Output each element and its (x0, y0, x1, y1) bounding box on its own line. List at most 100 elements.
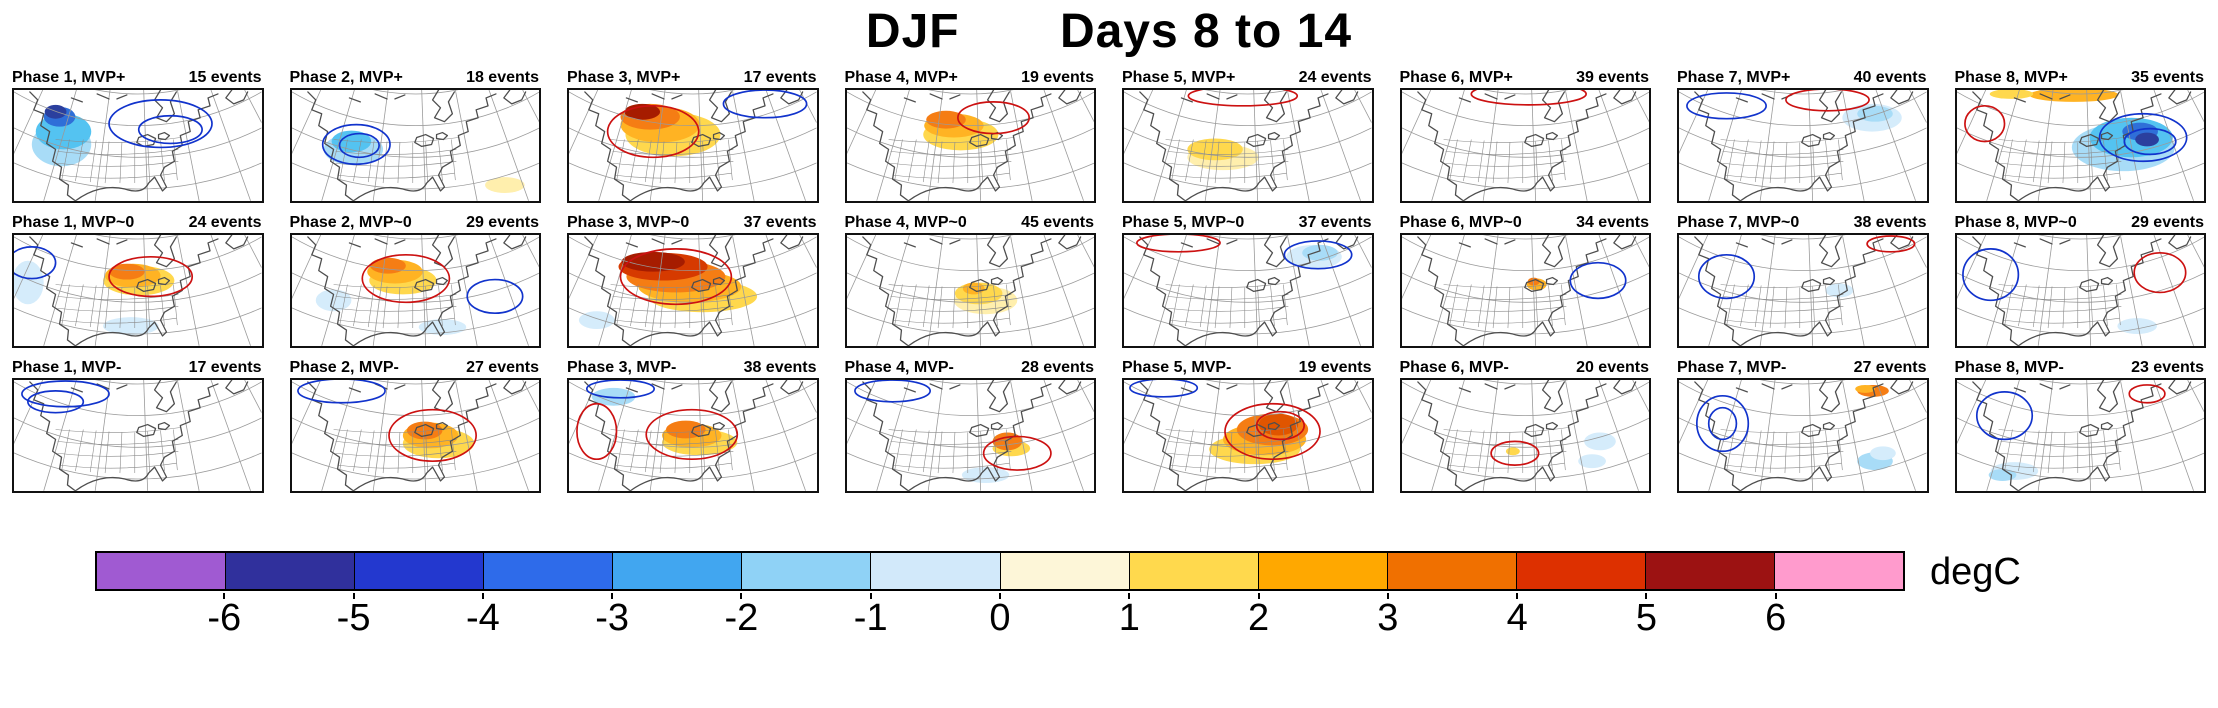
anomaly-map (1679, 234, 1927, 346)
colorbar-segment (1128, 552, 1258, 589)
colorbar-tick-label: 6 (1765, 596, 1787, 639)
map-frame (567, 377, 819, 493)
panel-label: Phase 5, MVP- (1122, 358, 1232, 376)
panel-event-count: 39 events (1576, 69, 1649, 86)
map-frame (289, 232, 541, 348)
map-panel: Phase 5, MVP- 19 events (1122, 358, 1374, 493)
map-frame (844, 88, 1096, 203)
colorbar-tickmark (481, 592, 484, 599)
map-panel: Phase 1, MVP~0 24 events (12, 213, 264, 348)
map-panel: Phase 8, MVP~0 29 events (1954, 213, 2206, 348)
colorbar-tickmark (1257, 592, 1260, 599)
panel-label: Phase 3, MVP- (567, 358, 677, 376)
map-panel: Phase 4, MVP- 28 events (844, 358, 1096, 493)
colorbar-segment (1257, 552, 1387, 589)
map-panel: Phase 2, MVP~0 29 events (289, 213, 542, 348)
panel-header: Phase 5, MVP+ 24 events (1122, 68, 1374, 88)
map-panel: Phase 2, MVP+ 18 events (289, 68, 542, 203)
map-frame (1122, 377, 1374, 493)
anomaly-map (14, 90, 262, 201)
panel-event-count: 23 events (2131, 358, 2204, 376)
panel-event-count: 40 events (1853, 69, 1927, 86)
panel-header: Phase 6, MVP~0 34 events (1400, 213, 1652, 233)
panel-label: Phase 1, MVP- (12, 358, 122, 376)
map-panel: Phase 6, MVP- 20 events (1399, 358, 1652, 493)
map-frame (12, 232, 264, 348)
panel-label: Phase 2, MVP+ (289, 69, 403, 86)
anomaly-map (1679, 379, 1927, 491)
panel-event-count: 28 events (1021, 358, 1094, 376)
anomaly-map (846, 234, 1094, 346)
panel-label: Phase 4, MVP~0 (844, 213, 967, 231)
panel-label: Phase 6, MVP- (1399, 358, 1509, 376)
panel-label: Phase 7, MVP+ (1677, 69, 1791, 86)
panel-event-count: 19 events (1298, 358, 1372, 376)
colorbar-tickmark (611, 592, 614, 599)
map-panel: Phase 5, MVP+ 24 events (1122, 68, 1374, 203)
map-panel: Phase 1, MVP+ 15 events (12, 68, 264, 203)
map-panel: Phase 7, MVP+ 40 events (1677, 68, 1929, 203)
anomaly-map (1124, 234, 1372, 346)
map-frame (12, 88, 264, 203)
colorbar-segment (1515, 552, 1645, 589)
panel-header: Phase 8, MVP- 23 events (1955, 358, 2207, 378)
anomaly-map (569, 379, 817, 491)
panel-event-count: 37 events (1298, 213, 1372, 231)
panel-label: Phase 1, MVP~0 (12, 213, 135, 231)
colorbar-tickmark (1386, 592, 1389, 599)
anomaly-map (1401, 234, 1649, 346)
anomaly-map (291, 379, 539, 491)
panel-label: Phase 2, MVP~0 (289, 213, 412, 231)
panel-header: Phase 2, MVP~0 29 events (290, 213, 542, 233)
anomaly-map (569, 234, 817, 346)
map-panel: Phase 6, MVP+ 39 events (1399, 68, 1651, 203)
map-panel: Phase 2, MVP- 27 events (289, 358, 541, 493)
colorbar-track (95, 550, 1905, 591)
map-frame (844, 232, 1096, 348)
anomaly-map (1401, 90, 1649, 201)
map-frame (1122, 88, 1374, 203)
panel-event-count: 19 events (1021, 69, 1094, 86)
map-frame (1954, 377, 2206, 493)
colorbar-tick-label: -1 (853, 596, 888, 639)
panel-event-count: 18 events (466, 69, 539, 86)
panel-header: Phase 2, MVP+ 18 events (290, 68, 542, 88)
map-panel: Phase 4, MVP~0 45 events (844, 213, 1097, 348)
colorbar-tickmark (869, 592, 872, 599)
panel-label: Phase 6, MVP+ (1399, 69, 1513, 86)
map-panel: Phase 4, MVP+ 19 events (844, 68, 1096, 203)
colorbar-tickmark (1774, 592, 1777, 599)
colorbar-segment (97, 552, 226, 589)
panel-header: Phase 1, MVP~0 24 events (12, 213, 264, 233)
panel-header: Phase 4, MVP~0 45 events (845, 213, 1097, 233)
panel-header: Phase 3, MVP+ 17 events (567, 68, 819, 88)
panel-event-count: 29 events (2131, 213, 2204, 231)
map-panel: Phase 5, MVP~0 37 events (1122, 213, 1374, 348)
panel-event-count: 17 events (188, 358, 262, 376)
map-panel: Phase 1, MVP- 17 events (12, 358, 264, 493)
panel-event-count: 38 events (743, 358, 817, 376)
panel-label: Phase 3, MVP+ (567, 69, 681, 86)
colorbar-tick-label: 1 (1118, 596, 1140, 639)
map-frame (289, 88, 541, 203)
map-panel: Phase 3, MVP+ 17 events (567, 68, 819, 203)
panel-header: Phase 6, MVP- 20 events (1400, 358, 1652, 378)
anomaly-map (1124, 90, 1372, 201)
map-frame (567, 88, 819, 203)
map-frame (1399, 377, 1651, 493)
panel-label: Phase 5, MVP~0 (1122, 213, 1245, 231)
panel-event-count: 37 events (743, 213, 817, 231)
colorbar-tick-label: 2 (1247, 596, 1270, 639)
panel-label: Phase 5, MVP+ (1122, 69, 1236, 86)
colorbar-segment (225, 552, 355, 589)
colorbar-segment (354, 552, 484, 589)
panel-header: Phase 7, MVP+ 40 events (1677, 68, 1929, 88)
map-frame (567, 232, 819, 348)
colorbar-tick-label: -6 (207, 596, 242, 639)
panel-label: Phase 4, MVP- (844, 358, 954, 376)
anomaly-map (14, 379, 262, 491)
map-frame (844, 377, 1096, 493)
colorbar-tickmark (352, 592, 355, 599)
anomaly-map (846, 379, 1094, 491)
panel-label: Phase 1, MVP+ (12, 69, 126, 86)
